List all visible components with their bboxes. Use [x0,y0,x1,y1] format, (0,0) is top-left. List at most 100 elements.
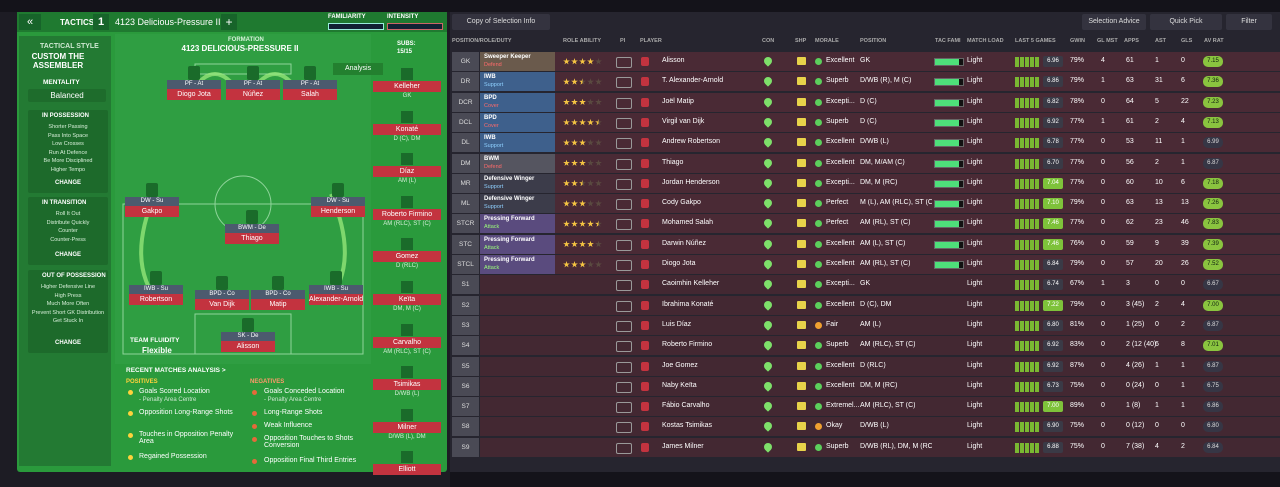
toolbar-button[interactable]: Filter [1226,14,1272,30]
gls: 2 [1181,320,1185,328]
star [595,179,602,187]
player-name[interactable]: Thiago [225,233,279,244]
slot-badge: 1 [93,14,109,30]
form-bar [1030,117,1034,128]
apps: 60 [1126,178,1134,186]
positive-icon [128,455,133,460]
gwin: 77% [1070,138,1085,146]
form-bar [1020,442,1024,453]
role: Sweeper Keeper [484,54,531,60]
form-rating: 6.88 [1043,441,1063,453]
sub-name[interactable]: Keïta [373,294,441,305]
form-bar [1035,239,1039,250]
role: IWB [484,74,496,81]
morale: Excellent [826,361,855,369]
apps: 7 (38) [1126,442,1145,450]
sub-name[interactable]: Elliott [373,464,441,476]
ast: 1 [1155,57,1159,64]
analysis-toggle[interactable]: Analysis [333,63,383,75]
add-button[interactable]: + [221,14,237,30]
back-button[interactable]: « [19,14,41,30]
star [563,159,570,166]
form-bar [1015,57,1019,67]
form-bar [1035,341,1039,352]
sub-name[interactable]: Kelleher [373,81,441,92]
star [571,159,578,166]
form-bar [1030,239,1034,250]
form-bar [1035,300,1039,311]
position-text: D/WB (L) [860,138,889,146]
form-bar [1025,158,1029,169]
apps: 1 (8) [1126,402,1141,410]
phase-item: Roll It Out [55,211,81,217]
star [563,179,570,187]
player-name[interactable]: Salah [283,89,337,100]
tactic-select[interactable]: 4123 Delicious-Pressure II [115,17,221,27]
morale-icon [815,301,822,309]
pi-icon [616,158,632,170]
sub-name[interactable]: Konaté [373,123,441,135]
change-button[interactable]: CHANGE [54,252,81,258]
star [587,118,594,126]
form-bar [1025,422,1029,433]
gwin: 83% [1070,341,1085,349]
player-name[interactable]: Núñez [226,89,280,100]
toolbar-button[interactable]: Selection Advice [1082,14,1146,30]
duty: Attack [484,244,500,251]
form-bar [1030,341,1034,352]
pi-icon [616,57,632,68]
apps: 57 [1126,260,1134,267]
player-name[interactable]: Gakpo [125,206,179,217]
match-load: Light [967,57,983,64]
star [563,200,570,207]
sub-shirt [401,408,413,421]
apps: 0 (12) [1126,422,1145,430]
form-rating: 7.46 [1043,218,1063,230]
sub-name[interactable]: Roberto Firmino [373,208,441,220]
sub-name[interactable]: Carvalho [373,336,441,348]
form-rating: 7.46 [1043,238,1063,250]
sub-name[interactable]: Díaz [373,166,441,178]
apps: 64 [1126,97,1134,105]
player-name[interactable]: Diogo Jota [167,89,221,100]
form-bar [1035,138,1039,149]
player-name: Roberto Firmino [662,341,713,349]
form-bar [1020,361,1024,372]
role-label: IWB - Su [129,285,183,294]
sub-name[interactable]: Tsimikas [373,379,441,391]
player-name[interactable]: Henderson [311,206,365,217]
mentality-select[interactable]: Balanced [28,89,106,102]
star [595,220,602,227]
tac-fami-fill [935,180,959,187]
gl-mst: 0 [1101,239,1105,247]
match-load: Light [967,239,983,247]
position-text: D (C) [860,117,877,125]
toolbar-button[interactable]: Copy of Selection Info [452,14,550,30]
sub-name[interactable]: Milner [373,421,441,433]
player-name[interactable]: Alexander-Arnold [309,294,363,305]
role: BWM [484,155,499,162]
change-button[interactable]: CHANGE [54,340,81,346]
player-name[interactable]: Matip [251,299,305,310]
player-name[interactable]: Robertson [129,294,183,305]
gls: 22 [1181,97,1189,105]
label: TACTICS [60,18,95,27]
form-bar [1025,219,1029,230]
form-bar [1035,117,1039,128]
gls: 0 [1181,280,1185,288]
av-rat: 6.86 [1203,401,1223,413]
form-bar [1025,320,1029,331]
star [571,200,578,207]
code-cell: S1 [452,275,479,295]
pi-icon [616,97,632,109]
toolbar-button[interactable]: Quick Pick [1150,14,1222,30]
row [480,255,1280,274]
row [480,376,1280,396]
sub-name[interactable]: Gomez [373,251,441,263]
change-button[interactable]: CHANGE [54,180,81,186]
player-name[interactable]: Van Dijk [195,299,249,310]
player-name[interactable]: Alisson [221,341,275,352]
role-ability [563,159,603,167]
gl-mst: 0 [1101,260,1105,267]
